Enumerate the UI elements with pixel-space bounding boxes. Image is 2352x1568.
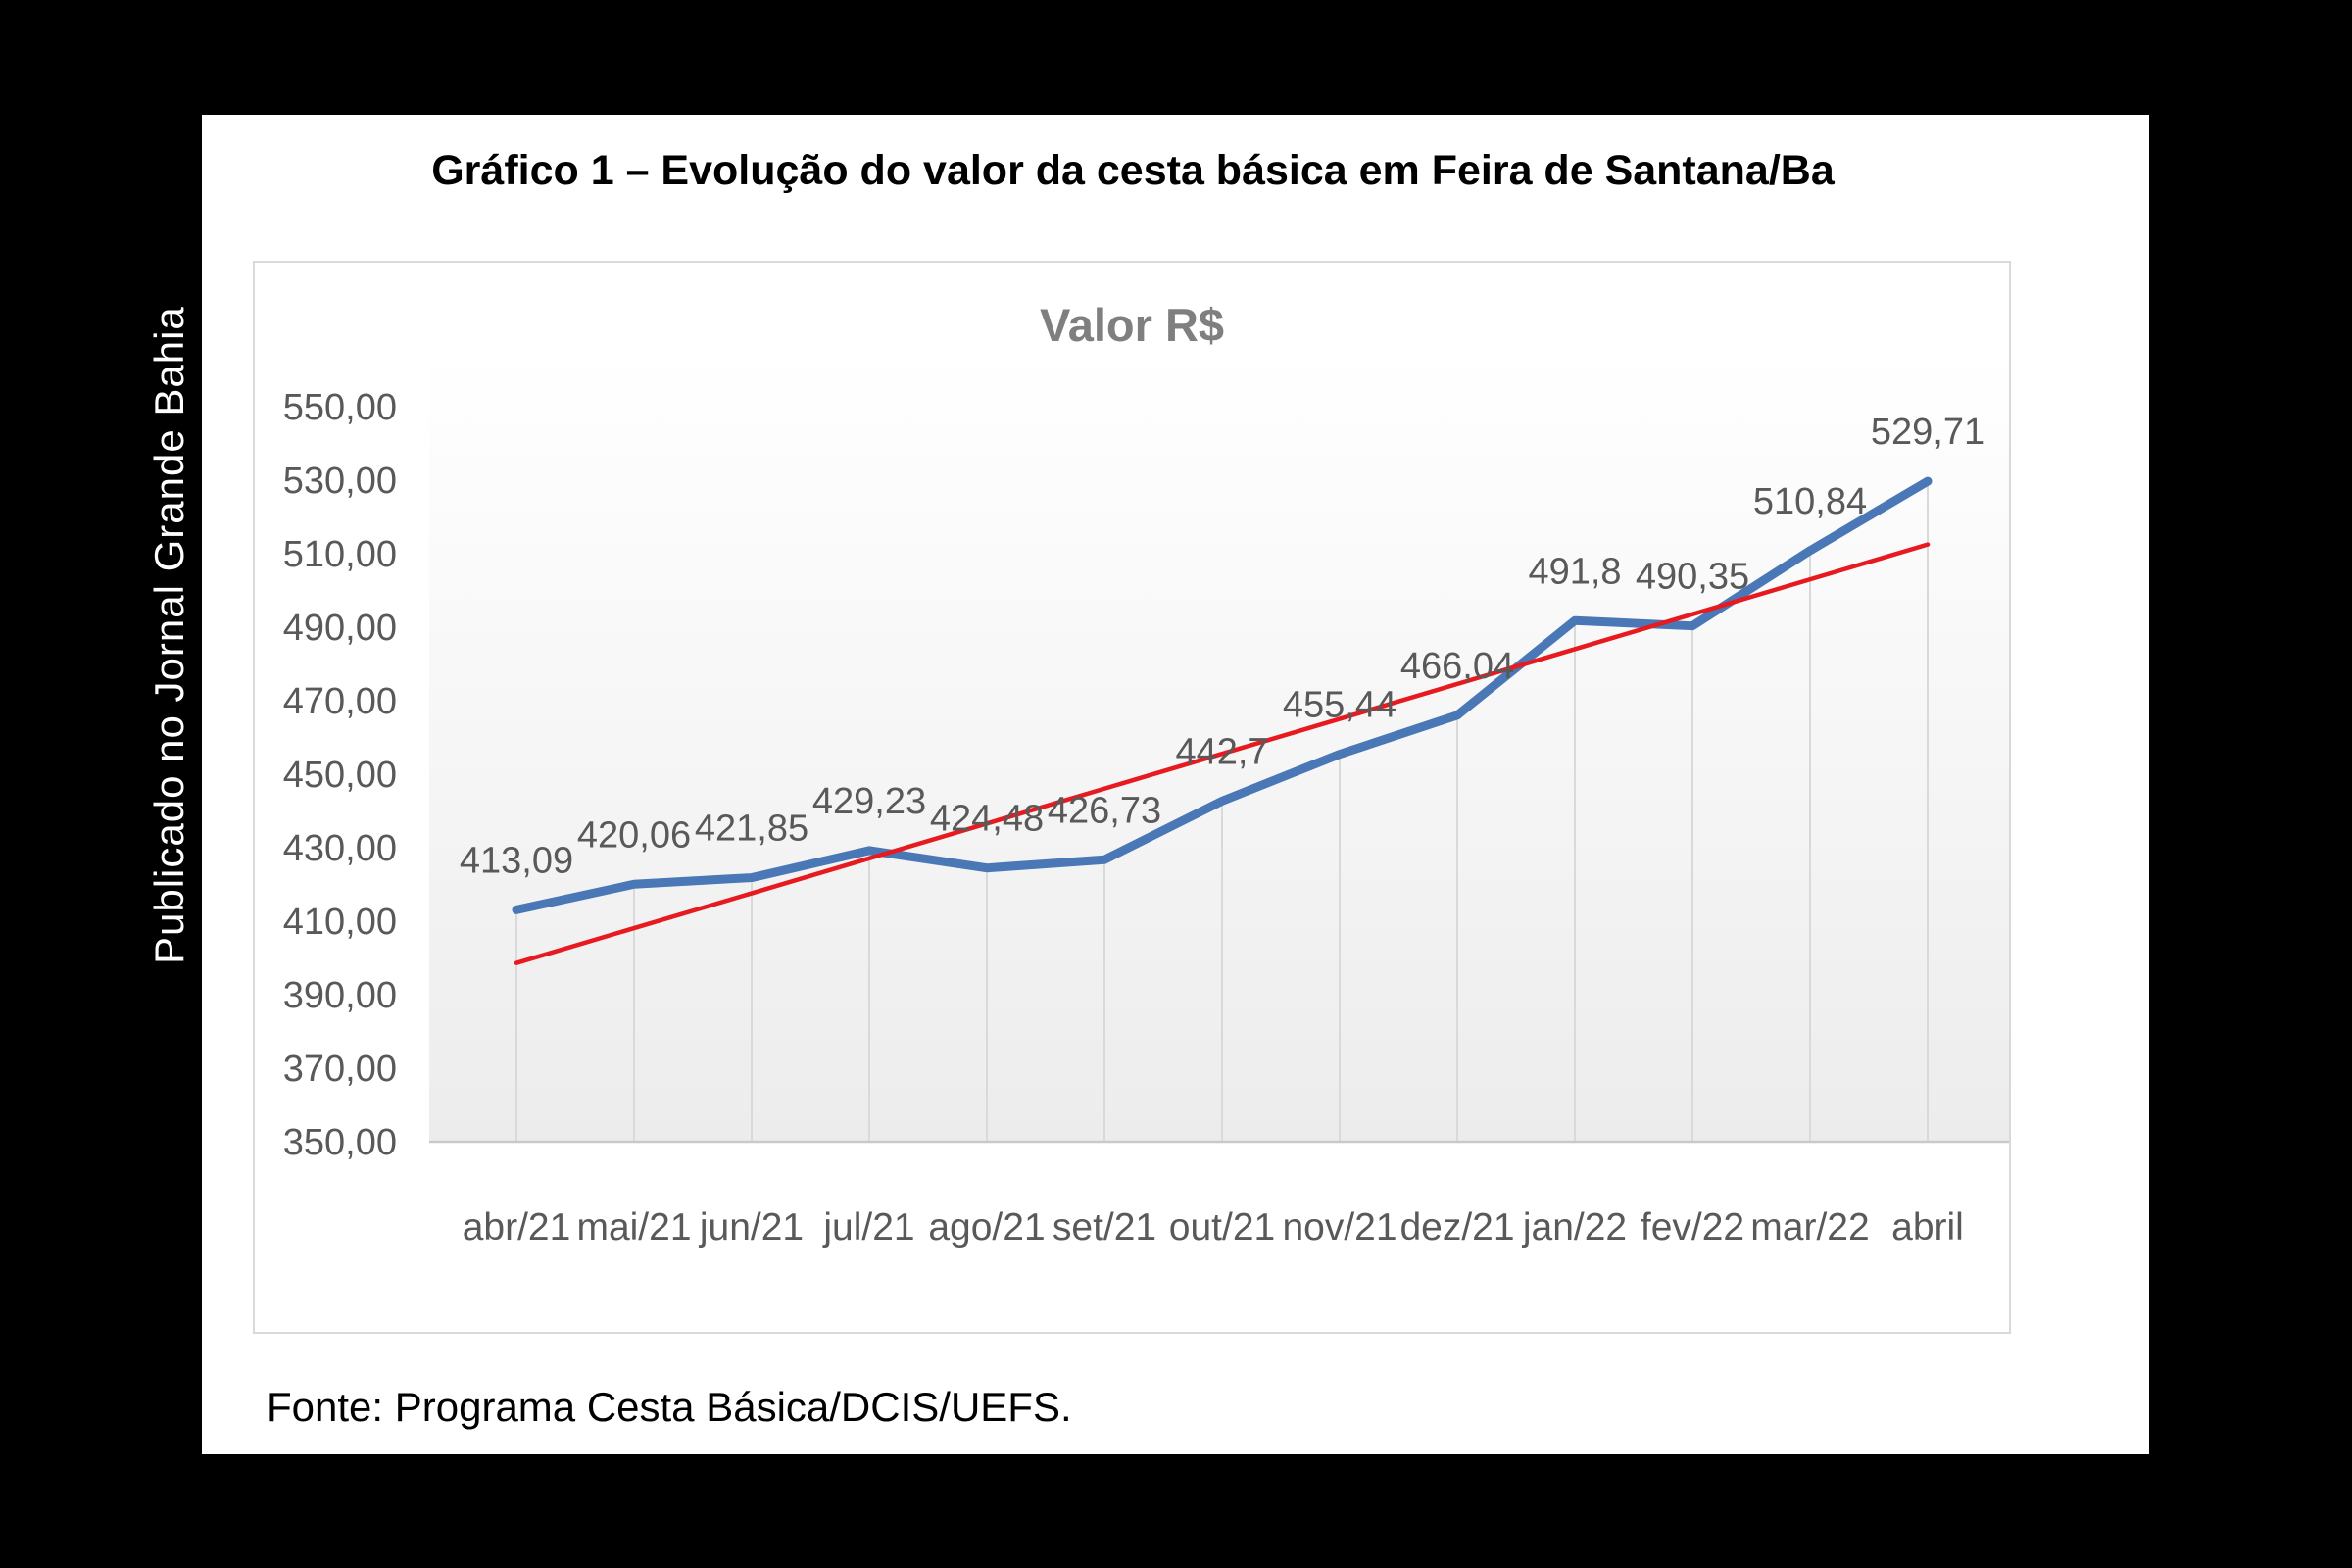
x-tick-label: jun/21 [699, 1206, 804, 1249]
y-tick-label: 490,00 [283, 608, 397, 649]
data-label: 510,84 [1753, 481, 1867, 522]
y-tick-label: 430,00 [283, 828, 397, 869]
source-note: Fonte: Programa Cesta Básica/DCIS/UEFS. [267, 1384, 1072, 1430]
x-tick-label: mai/21 [576, 1206, 691, 1249]
data-label: 491,8 [1528, 551, 1621, 592]
y-tick-label: 470,00 [283, 681, 397, 722]
y-tick-label: 390,00 [283, 975, 397, 1016]
data-label: 529,71 [1871, 412, 1984, 453]
x-tick-label: set/21 [1053, 1206, 1156, 1249]
data-label: 424,48 [930, 799, 1044, 840]
x-tick-label: abril [1891, 1206, 1964, 1249]
x-tick-label: mar/22 [1750, 1206, 1869, 1249]
chart-title: Valor R$ [1039, 299, 1225, 351]
value-line [512, 476, 1933, 914]
y-tick-label: 410,00 [283, 902, 397, 943]
data-label: 429,23 [812, 781, 926, 822]
x-tick-label: dez/21 [1399, 1206, 1514, 1249]
x-tick-label: jan/22 [1522, 1206, 1627, 1249]
data-label: 426,73 [1048, 790, 1161, 831]
page-title: Gráfico 1 – Evolução do valor da cesta b… [431, 147, 1835, 194]
data-label: 420,06 [577, 814, 691, 856]
trend-line [514, 542, 1931, 965]
y-tick-label: 450,00 [283, 755, 397, 796]
chart-plot: 413,09 420,06 421,85 429,23 424,48 426,73 442,… [255, 263, 2009, 1332]
y-tick-label: 510,00 [283, 534, 397, 575]
side-caption: Publicado no Jornal Grande Bahia [146, 306, 192, 964]
y-tick-label: 530,00 [283, 461, 397, 502]
y-tick-label: 370,00 [283, 1049, 397, 1090]
x-tick-label: fev/22 [1641, 1206, 1744, 1249]
plot-background [429, 349, 2009, 1142]
x-tick-label: nov/21 [1282, 1206, 1396, 1249]
x-tick-label: abr/21 [463, 1206, 571, 1249]
data-label: 466,04 [1400, 646, 1514, 687]
y-tick-label: 350,00 [283, 1122, 397, 1163]
x-tick-label: ago/21 [928, 1206, 1045, 1249]
data-label: 421,85 [695, 808, 808, 850]
data-label: 442,7 [1175, 731, 1268, 772]
data-label: 455,44 [1283, 685, 1396, 726]
data-label: 413,09 [460, 840, 573, 881]
chart-card: 413,09 420,06 421,85 429,23 424,48 426,73 442,… [253, 261, 2011, 1334]
y-tick-label: 550,00 [283, 387, 397, 428]
x-tick-label: jul/21 [822, 1206, 914, 1249]
data-label: 490,35 [1636, 557, 1749, 598]
x-tick-label: out/21 [1169, 1206, 1275, 1249]
